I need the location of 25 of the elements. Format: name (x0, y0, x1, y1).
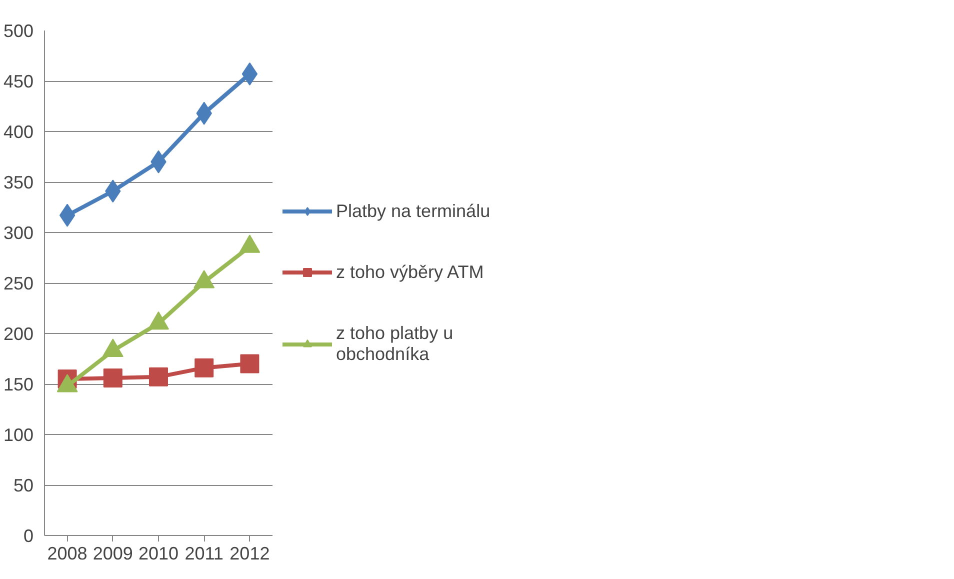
y-tick-label: 250 (3, 274, 34, 294)
y-tick-label: 150 (3, 374, 34, 394)
y-tick-label: 450 (3, 72, 34, 92)
y-tick-label: 200 (3, 324, 34, 344)
y-tick-label: 100 (3, 425, 34, 445)
legend-label: Platby na terminálu (336, 200, 490, 222)
legend-label: z toho platby u obchodníka (336, 322, 454, 364)
y-tick-label: 300 (3, 223, 34, 243)
point (149, 367, 168, 386)
y-tick-label: 400 (3, 122, 34, 142)
legend-label: z toho výběry ATM (336, 262, 484, 282)
point (103, 368, 122, 388)
point (59, 204, 76, 227)
y-tick-label: 500 (3, 21, 34, 41)
x-tick-label: 2012 (230, 544, 270, 564)
x-tick-label: 2011 (184, 544, 224, 564)
x-tick-label: 2008 (47, 544, 88, 564)
y-tick-label: 0 (23, 526, 34, 546)
point (242, 62, 258, 86)
x-tick-label: 2010 (138, 544, 179, 564)
x-tick-label: 2009 (92, 544, 133, 564)
y-tick-label: 50 (13, 476, 34, 496)
point (194, 358, 214, 378)
point (240, 354, 260, 374)
y-tick-label: 350 (3, 172, 34, 192)
